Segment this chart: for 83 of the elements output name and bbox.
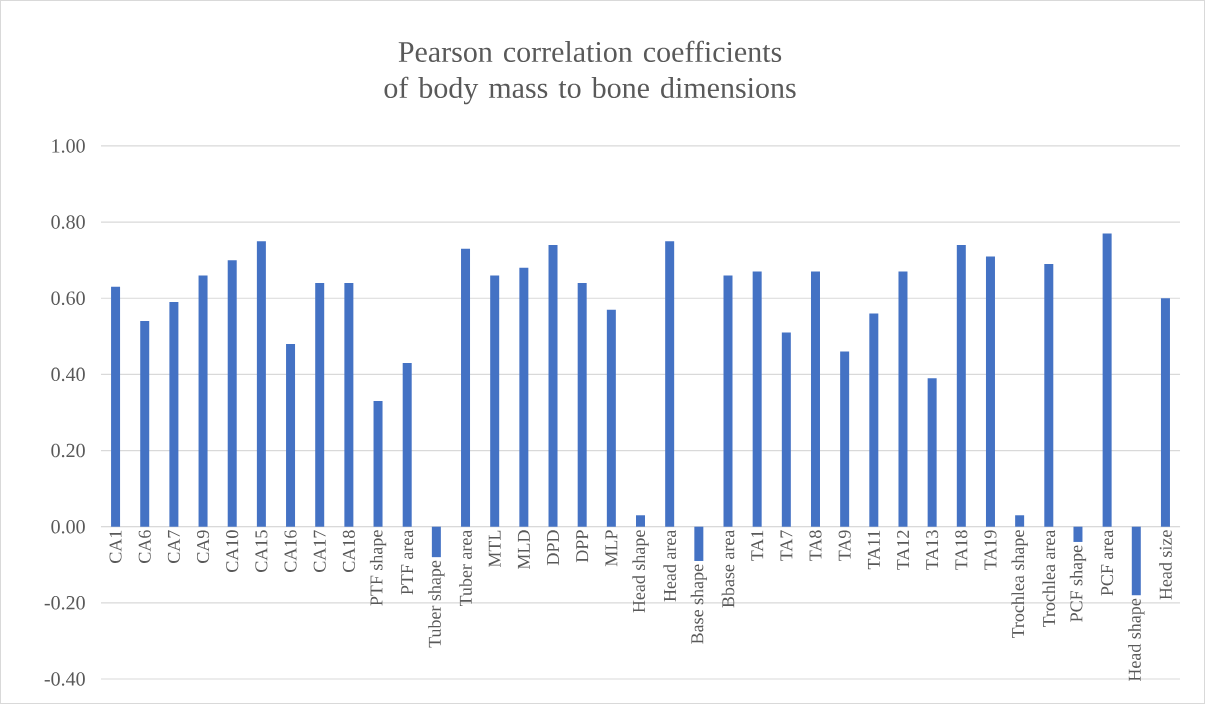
x-tick-label: CA9 [197,530,210,563]
bar [956,244,966,527]
x-tick-label: Trochlea area [1042,529,1056,628]
x-tick-label: TA7 [780,530,793,561]
x-tick-label: CA17 [313,530,326,572]
y-tick-label: -0.40 [44,672,85,686]
bar [431,526,441,558]
bar [140,321,150,527]
bar [519,267,529,527]
bar [985,256,995,527]
bar [898,271,908,527]
bar [927,378,937,527]
x-tick-label: PCF area [1101,529,1114,596]
x-tick-label: Bbase area [721,529,735,608]
x-tick-label: Tuber shape [428,560,445,648]
y-tick-label: 0.80 [51,215,85,229]
x-tick-label: TA19 [984,530,997,570]
bar [781,332,791,527]
bar [869,313,879,527]
bar [723,275,733,527]
x-tick-label: PTF shape [369,530,387,606]
bar [490,275,500,527]
x-tick-label: Head size [1159,530,1172,600]
x-tick-label: Trochlea shape [1011,530,1028,639]
bar [1160,298,1170,527]
bar [198,275,208,527]
y-tick-label: 1.00 [52,139,85,153]
x-tick-label: PCF shape [1069,545,1087,622]
bar [810,271,820,527]
y-tick-label: -0.20 [44,596,85,610]
x-tick-label: CA6 [138,530,151,563]
bar [1044,264,1054,527]
x-tick-label: PTF area [401,529,414,595]
x-tick-label: Head area [663,529,676,602]
bar [315,283,325,527]
y-tick-label: 0.60 [51,291,85,306]
x-tick-label: Head shape [1128,598,1145,682]
bar [1015,515,1025,527]
x-tick-label: Base shape [690,564,707,644]
x-tick-label: TA18 [955,530,968,570]
x-tick-label: TA8 [809,530,822,561]
x-tick-label: Tuber area [459,529,472,607]
x-tick-label: TA11 [867,530,880,570]
bar [840,351,850,527]
x-tick-label: TA13 [926,530,939,570]
bar [1102,233,1112,527]
x-tick-label: TA1 [751,530,764,561]
bar [665,241,675,527]
bar [344,283,354,527]
x-tick-label: CA1 [109,530,122,563]
x-tick-label: CA7 [167,530,180,563]
x-tick-label: CA18 [342,530,355,572]
y-tick-label: 0.40 [51,367,85,382]
x-tick-label: CA10 [226,530,239,572]
bar [1073,526,1083,542]
bar [461,248,471,527]
y-tick-label: 0.00 [51,519,85,534]
bar [256,241,266,527]
x-tick-label: TA12 [897,530,909,570]
x-tick-label: DPP [576,530,589,563]
x-tick-label: MTL [488,530,501,568]
bar [606,309,616,527]
bar [694,526,704,561]
x-tick-label: Head shape [632,530,649,613]
bar [373,401,383,527]
bar [169,302,179,527]
chart-title: Pearson correlation coefficients of body mass to bone dimensions [384,40,796,105]
x-tick-label: TA9 [838,530,851,561]
x-tick-label: MLD [517,530,530,570]
x-tick-label: DPD [547,530,559,566]
bar [402,363,412,527]
bar [111,286,121,527]
x-tick-label: MLP [605,530,618,567]
bar [636,515,646,527]
x-tick-label: CA15 [255,530,268,572]
bar [286,343,296,527]
x-tick-label: CA16 [284,530,297,572]
bar [1131,526,1141,596]
y-tick-label: 0.20 [51,443,85,458]
bar [548,244,558,527]
bar [577,283,587,527]
bar [752,271,762,527]
bar [227,260,237,527]
